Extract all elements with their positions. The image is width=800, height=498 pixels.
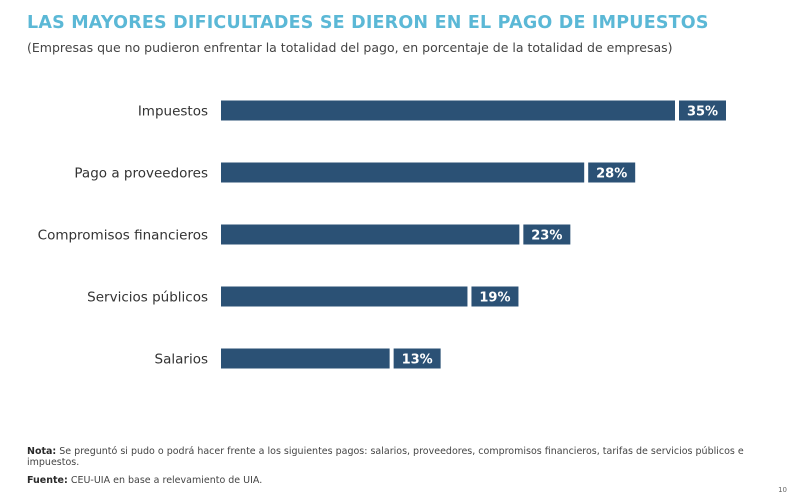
value-label-servicios-publicos: 19% bbox=[479, 291, 510, 306]
bar-salarios bbox=[221, 348, 390, 369]
bar-pago-a-proveedores bbox=[221, 162, 585, 183]
value-box-compromisos-financieros bbox=[523, 224, 571, 245]
category-label-compromisos-financieros: Compromisos financieros bbox=[38, 228, 208, 244]
value-label-impuestos: 35% bbox=[687, 105, 718, 120]
bar-servicios-publicos bbox=[221, 286, 468, 307]
chart-title: LAS MAYORES DIFICULTADES SE DIERON EN EL… bbox=[27, 13, 709, 33]
value-label-compromisos-financieros: 23% bbox=[531, 229, 562, 244]
value-label-salarios: 13% bbox=[402, 353, 433, 368]
category-label-pago-a-proveedores: Pago a proveedores bbox=[74, 166, 208, 182]
note-text: Se preguntó si pudo o podrá hacer frente… bbox=[27, 446, 744, 468]
note-label: Nota: bbox=[27, 446, 57, 457]
bar-compromisos-financieros bbox=[221, 224, 520, 245]
category-label-impuestos: Impuestos bbox=[138, 104, 208, 120]
category-label-salarios: Salarios bbox=[155, 352, 208, 368]
source-line: Fuente: CEU-UIA en base a relevamiento d… bbox=[27, 475, 262, 486]
footnote: Nota: Se preguntó si pudo o podrá hacer … bbox=[27, 446, 757, 468]
source-text: CEU-UIA en base a relevamiento de UIA. bbox=[70, 475, 263, 486]
source-label: Fuente: bbox=[27, 475, 68, 486]
value-box-impuestos bbox=[679, 100, 726, 121]
value-box-salarios bbox=[393, 348, 441, 369]
value-box-servicios-publicos bbox=[471, 286, 519, 307]
value-label-pago-a-proveedores: 28% bbox=[596, 167, 627, 182]
bar-impuestos bbox=[221, 100, 675, 121]
chart-subtitle: (Empresas que no pudieron enfrentar la t… bbox=[27, 40, 673, 55]
value-box-pago-a-proveedores bbox=[588, 162, 636, 183]
category-label-servicios-publicos: Servicios públicos bbox=[87, 290, 208, 306]
bar-chart: Impuestos 35% Pago a proveedores 28% Comprom… bbox=[38, 100, 726, 369]
page-number: 10 bbox=[778, 486, 787, 494]
